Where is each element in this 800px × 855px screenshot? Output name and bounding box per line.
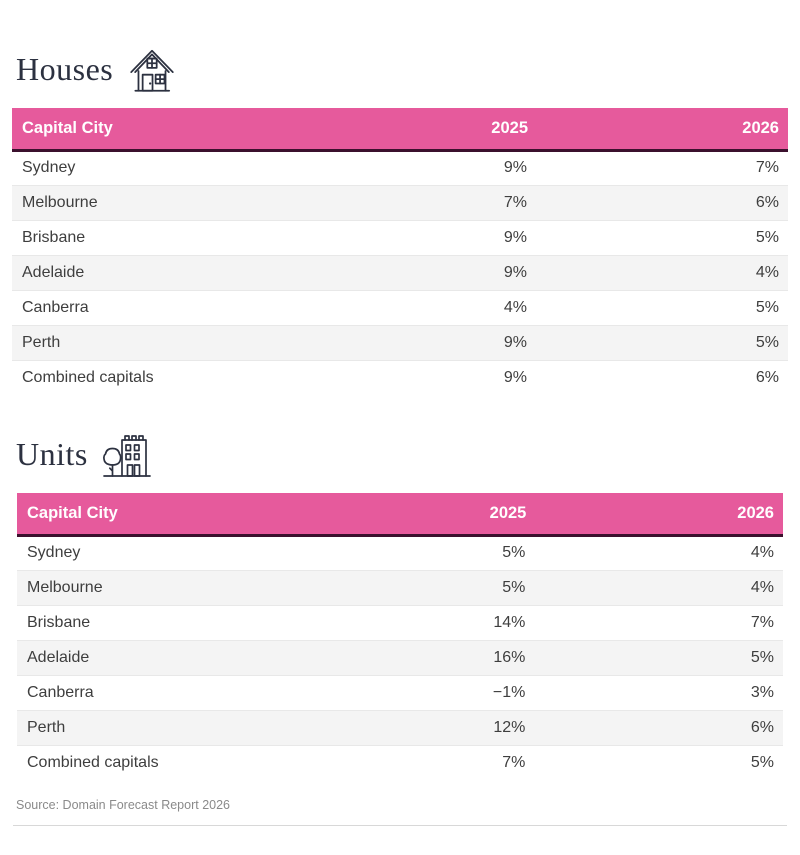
column-header-year: 2025 <box>322 108 529 152</box>
value-cell: 4% <box>750 578 774 596</box>
value-cell: 7% <box>502 753 526 771</box>
houses-section: Houses Capital City 2025 2026 Sydney 9% 7% Mel… <box>0 42 800 395</box>
houses-section-title: Houses <box>16 42 800 96</box>
table-row: Adelaide 9% 4% <box>12 255 788 290</box>
table-header-row: Capital City 2025 2026 <box>17 493 783 537</box>
units-table-wrap: Capital City 2025 2026 Sydney 5% 4% Melbourne 5… <box>17 493 783 780</box>
bottom-divider <box>13 825 787 826</box>
city-cell: Melbourne <box>27 578 103 596</box>
table-row: Brisbane 14% 7% <box>17 605 783 640</box>
house-icon <box>126 44 178 96</box>
value-cell: 5% <box>502 578 526 596</box>
value-cell: 6% <box>755 368 779 386</box>
city-cell: Perth <box>22 333 61 351</box>
value-cell: 14% <box>493 613 526 631</box>
value-cell: 9% <box>503 228 528 246</box>
table-row: Perth 12% 6% <box>17 710 783 745</box>
city-cell: Melbourne <box>22 193 98 211</box>
city-cell: Adelaide <box>27 648 90 666</box>
table-row: Brisbane 9% 5% <box>12 220 788 255</box>
houses-title-text: Houses <box>16 50 114 87</box>
units-table: Capital City 2025 2026 Sydney 5% 4% Melbourne 5… <box>17 493 783 780</box>
value-cell: 9% <box>503 333 528 351</box>
city-cell: Perth <box>27 718 66 736</box>
value-cell: 5% <box>750 753 774 771</box>
value-cell: 5% <box>755 298 779 316</box>
city-cell: Combined capitals <box>27 753 159 771</box>
city-cell: Canberra <box>27 683 94 701</box>
value-cell: 7% <box>750 613 774 631</box>
column-header-year: 2026 <box>528 108 788 152</box>
column-header-year: 2026 <box>526 493 783 537</box>
value-cell: 7% <box>755 159 779 176</box>
units-section-title: Units <box>16 427 800 481</box>
table-row: Canberra −1% 3% <box>17 675 783 710</box>
value-cell: 9% <box>503 159 528 176</box>
table-row: Melbourne 5% 4% <box>17 570 783 605</box>
value-cell: 3% <box>750 683 774 701</box>
table-row: Perth 9% 5% <box>12 325 788 360</box>
units-section: Units Capital City 2025 2026 Sydne <box>0 427 800 780</box>
table-row: Adelaide 16% 5% <box>17 640 783 675</box>
value-cell: 5% <box>750 648 774 666</box>
column-header-year: 2025 <box>323 493 527 537</box>
city-cell: Brisbane <box>22 228 86 246</box>
houses-table: Capital City 2025 2026 Sydney 9% 7% Melbourne 7… <box>12 108 788 395</box>
houses-table-wrap: Capital City 2025 2026 Sydney 9% 7% Melbourne 7… <box>12 108 788 395</box>
column-header-city: Capital City <box>17 493 324 537</box>
table-row: Canberra 4% 5% <box>12 290 788 325</box>
value-cell: 5% <box>502 544 526 561</box>
source-note: Source: Domain Forecast Report 2026 <box>16 798 230 812</box>
table-row: Melbourne 7% 6% <box>12 185 788 220</box>
units-title-text: Units <box>16 435 88 472</box>
value-cell: 4% <box>755 263 779 281</box>
column-header-city: Capital City <box>12 108 323 152</box>
value-cell: 6% <box>750 718 774 736</box>
table-row: Sydney 9% 7% <box>12 150 788 185</box>
value-cell: 9% <box>503 263 528 281</box>
value-cell: 4% <box>503 298 528 316</box>
value-cell: 6% <box>755 193 779 211</box>
city-cell: Canberra <box>22 298 89 316</box>
table-row: Sydney 5% 4% <box>17 535 783 570</box>
city-cell: Adelaide <box>22 263 85 281</box>
table-row: Combined capitals 9% 6% <box>12 360 788 395</box>
value-cell: 5% <box>755 228 779 246</box>
apartment-building-icon <box>101 430 153 480</box>
city-cell: Combined capitals <box>22 368 154 386</box>
table-header-row: Capital City 2025 2026 <box>12 108 788 152</box>
value-cell: 5% <box>755 333 779 351</box>
value-cell: 16% <box>493 648 526 666</box>
city-cell: Brisbane <box>27 613 91 631</box>
value-cell: 12% <box>493 718 526 736</box>
city-cell: Sydney <box>22 159 76 176</box>
value-cell: 7% <box>503 193 528 211</box>
city-cell: Sydney <box>27 544 81 561</box>
value-cell: −1% <box>492 683 526 701</box>
table-row: Combined capitals 7% 5% <box>17 745 783 780</box>
value-cell: 4% <box>750 544 774 561</box>
value-cell: 9% <box>503 368 528 386</box>
